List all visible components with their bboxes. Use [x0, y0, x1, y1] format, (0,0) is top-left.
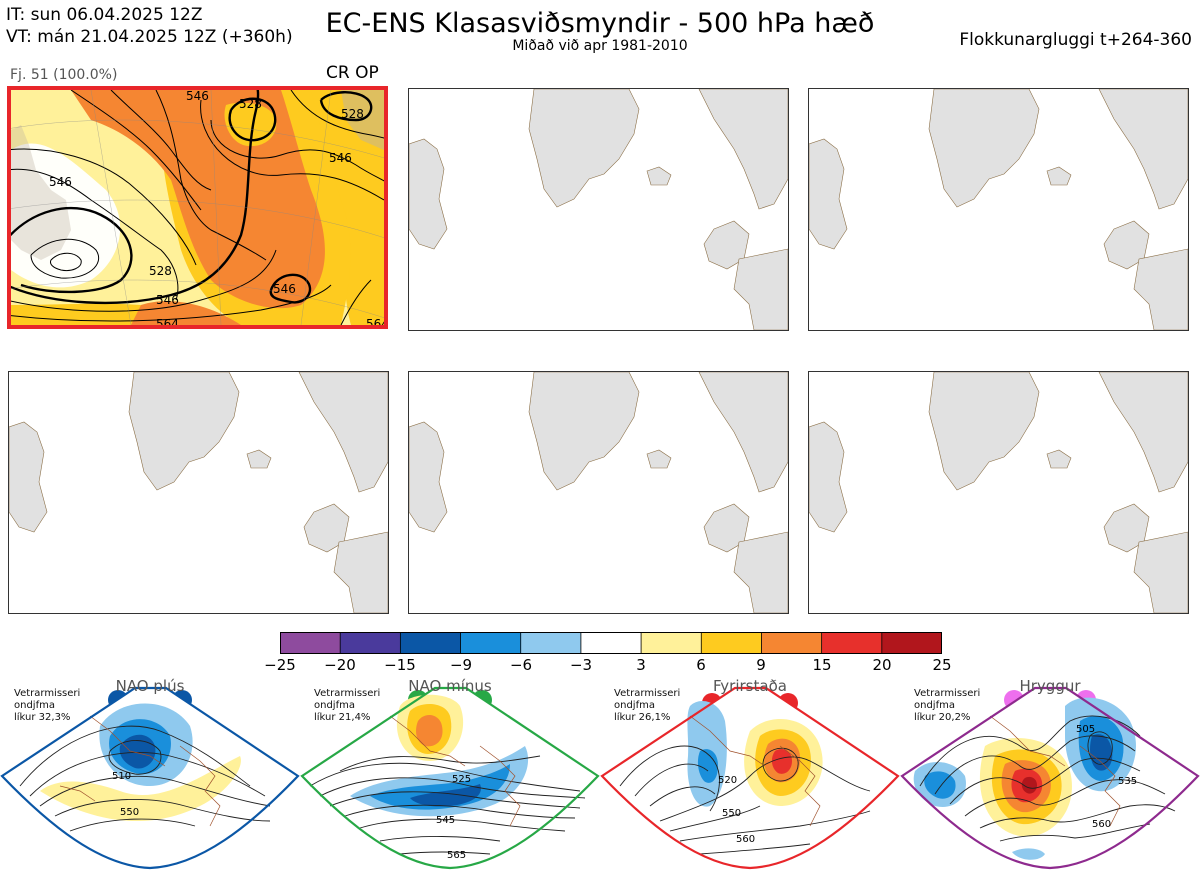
colorbar-tick: −20	[324, 656, 356, 674]
contour-label: 546	[49, 175, 72, 189]
regime-contour-label: 510	[112, 771, 131, 782]
regime-name: Fyrirstaða	[713, 677, 787, 695]
colorbar-cell	[881, 632, 942, 654]
cluster-map-5[interactable]	[408, 371, 789, 614]
contour-label: 528	[341, 107, 364, 121]
cluster-map-2[interactable]	[408, 88, 789, 331]
colorbar-tick: −9	[449, 656, 473, 674]
colorbar-tick: −6	[509, 656, 533, 674]
colorbar-cell	[580, 632, 642, 654]
initial-time: IT: sun 06.04.2025 12Z	[6, 5, 203, 25]
colorbar-cell	[399, 632, 462, 654]
regime-contour-label: 545	[436, 815, 455, 826]
regime-contour-label: 505	[1076, 724, 1095, 735]
regime-blocking: 520 550 560 Fyrirstaða Vetrarmisseri ond…	[600, 676, 900, 871]
cluster-map-6[interactable]	[808, 371, 1189, 614]
colorbar-tick: 25	[932, 656, 952, 674]
regime-info: Vetrarmisseri ondjfma líkur 26,1%	[614, 688, 681, 723]
colorbar-cell	[821, 632, 883, 654]
regime-contour-label: 520	[718, 775, 737, 786]
contour-label: 546	[186, 90, 209, 103]
regime-contour-label: 525	[452, 774, 471, 785]
regime-ridge: 505 535 560 Hryggur Vetrarmisseri ondjfm…	[900, 676, 1200, 871]
colorbar-tick-labels: −25 −20 −15 −9 −6 −3 3 6 9 15 20 25	[264, 656, 951, 674]
colorbar-tick: 9	[756, 656, 766, 674]
regime-contour-label: 560	[736, 834, 755, 845]
colorbar-cell	[280, 632, 341, 654]
regime-info: Vetrarmisseri ondjfma líkur 21,4%	[314, 688, 381, 723]
regime-contour-label: 550	[120, 807, 139, 818]
colorbar-tick: 6	[696, 656, 706, 674]
colorbar-cell	[460, 632, 522, 654]
regime-nao-plus: 510 550 NAO plús Vetrarmisseri ondjfma l…	[0, 676, 300, 871]
regime-name: NAO plús	[115, 677, 185, 695]
contour-label: 564	[366, 317, 384, 325]
contour-label: 564	[156, 317, 179, 325]
regime-contour-label: 565	[447, 850, 466, 861]
regime-info: Vetrarmisseri ondjfma líkur 20,2%	[914, 688, 981, 723]
colorbar-tick: 15	[812, 656, 832, 674]
contour-label: 528	[149, 264, 172, 278]
colorbar-cell	[520, 632, 582, 654]
colorbar-tick: −25	[264, 656, 296, 674]
regime-name: Hryggur	[1019, 677, 1081, 695]
header-info: IT: sun 06.04.2025 12Z VT: mán 21.04.202…	[6, 4, 293, 48]
page-title: EC-ENS Klasasviðsmyndir - 500 hPa hæð	[325, 8, 875, 39]
cluster-class-label: CR OP	[326, 63, 379, 83]
colorbar-cell	[761, 632, 823, 654]
valid-time: VT: mán 21.04.2025 12Z (+360h)	[6, 27, 293, 47]
anomaly-colorbar	[280, 632, 942, 654]
cluster-map-1[interactable]: 528 546 528 546 528 546 546 564 564 546	[7, 86, 388, 329]
regime-contour-label: 560	[1092, 819, 1111, 830]
contour-label: 546	[329, 151, 352, 165]
contour-label: 546	[156, 293, 179, 307]
colorbar-cell	[339, 632, 402, 654]
colorbar-tick: 20	[872, 656, 892, 674]
regime-name: NAO mínus	[408, 677, 492, 695]
regime-contour-label: 550	[722, 808, 741, 819]
classification-window: Flokkunargluggi t+264-360	[959, 30, 1192, 50]
cluster-map-3[interactable]	[808, 88, 1189, 331]
contour-label: 546	[273, 282, 296, 296]
page-subtitle: Miðað við apr 1981-2010	[512, 38, 688, 54]
regime-contour-label: 535	[1118, 776, 1137, 787]
colorbar-tick: 3	[636, 656, 646, 674]
colorbar-cell	[640, 632, 702, 654]
colorbar-tick: −3	[569, 656, 593, 674]
regime-info: Vetrarmisseri ondjfma líkur 32,3%	[14, 688, 81, 723]
cluster-count-label: Fj. 51 (100.0%)	[10, 67, 118, 83]
cluster-map-4[interactable]	[8, 371, 389, 614]
colorbar-tick: −15	[384, 656, 416, 674]
contour-label: 528	[239, 97, 262, 111]
regime-nao-minus: 525 545 565 NAO mínus Vetrarmisseri ondj…	[300, 676, 600, 871]
colorbar-cell	[700, 632, 763, 654]
